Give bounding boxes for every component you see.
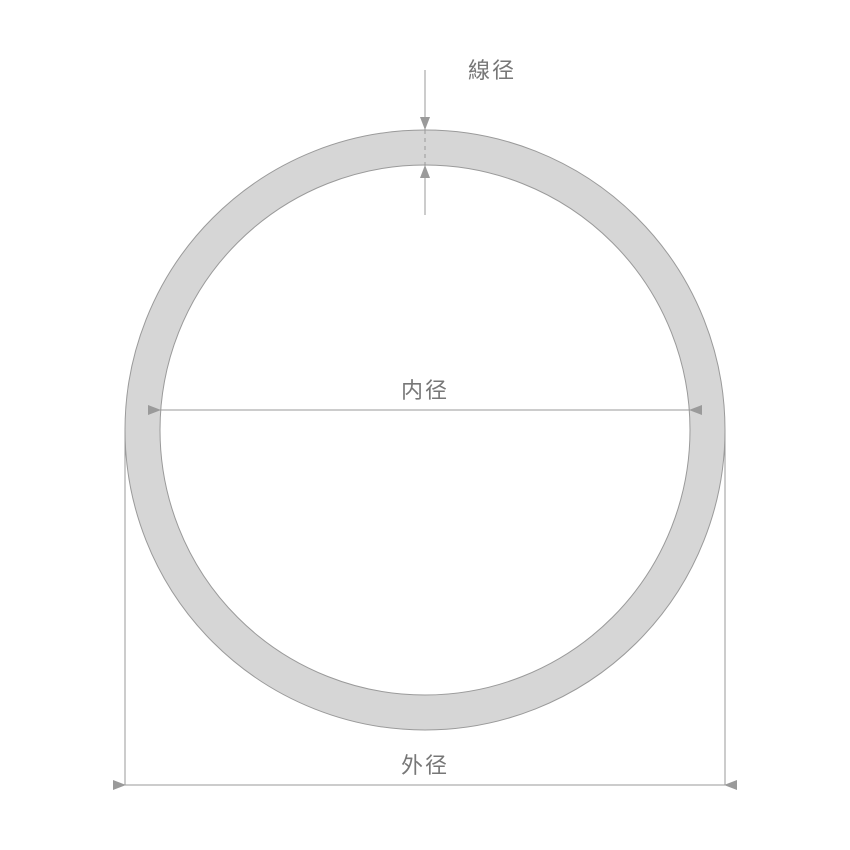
inner-diameter-label: 内径 <box>401 378 449 403</box>
ring-dimension-diagram: 内径外径 線径 <box>0 0 850 850</box>
outer-diameter-label: 外径 <box>401 753 449 778</box>
wire-diameter-label: 線径 <box>468 58 516 83</box>
